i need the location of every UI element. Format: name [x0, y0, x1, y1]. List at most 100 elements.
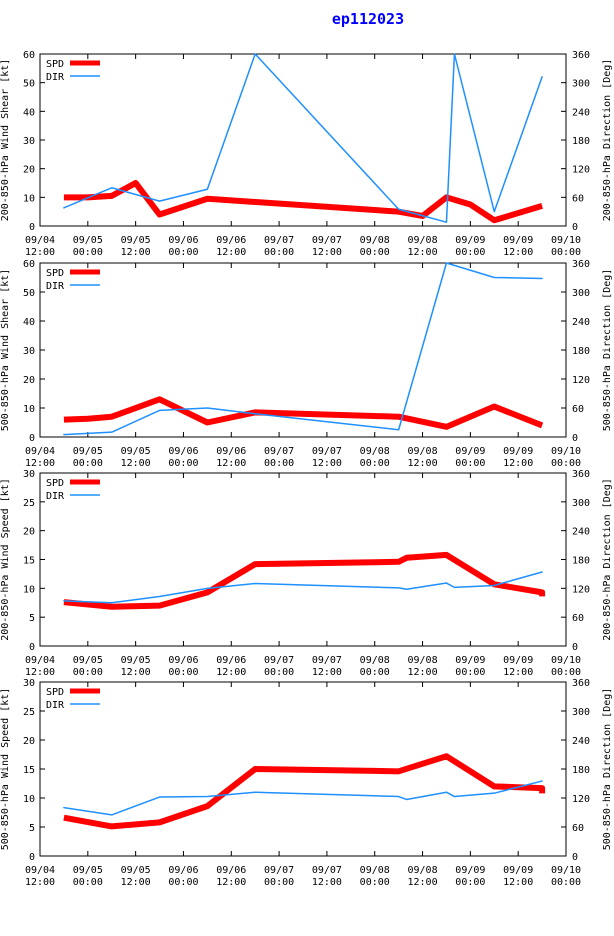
x-tick-time-label: 12:00	[121, 877, 151, 888]
x-tick-time-label: 12:00	[312, 458, 342, 469]
x-tick-date-label: 09/07	[264, 865, 294, 876]
x-tick-time-label: 12:00	[503, 877, 533, 888]
left-y-tick-label: 30	[23, 346, 35, 357]
right-y-tick-label: 180	[572, 556, 590, 567]
x-tick-time-label: 00:00	[551, 667, 581, 678]
x-tick-date-label: 09/07	[312, 865, 342, 876]
x-tick-time-label: 00:00	[73, 247, 103, 258]
x-tick-time-label: 12:00	[503, 458, 533, 469]
left-y-tick-label: 10	[23, 584, 35, 595]
left-y-tick-label: 15	[23, 556, 35, 567]
right-y-tick-label: 180	[572, 136, 590, 147]
right-y-tick-label: 120	[572, 584, 590, 595]
x-tick-date-label: 09/06	[168, 446, 198, 457]
x-tick-date-label: 09/05	[121, 865, 151, 876]
x-tick-date-label: 09/06	[216, 446, 246, 457]
left-y-tick-label: 40	[23, 317, 35, 328]
x-tick-date-label: 09/07	[312, 446, 342, 457]
right-y-tick-label: 60	[572, 823, 584, 834]
right-y-tick-label: 60	[572, 613, 584, 624]
x-tick-time-label: 12:00	[121, 247, 151, 258]
x-tick-time-label: 00:00	[455, 458, 485, 469]
x-tick-time-label: 12:00	[216, 877, 246, 888]
left-y-tick-label: 0	[29, 852, 35, 863]
chart-panel-4: 05101520253006012018024030036009/0412:00…	[0, 678, 613, 888]
left-y-tick-label: 20	[23, 165, 35, 176]
right-y-tick-label: 0	[572, 852, 578, 863]
x-tick-date-label: 09/05	[73, 865, 103, 876]
x-tick-date-label: 09/08	[360, 655, 390, 666]
left-y-tick-label: 30	[23, 136, 35, 147]
x-tick-date-label: 09/08	[360, 235, 390, 246]
x-tick-time-label: 00:00	[264, 667, 294, 678]
x-tick-time-label: 00:00	[168, 877, 198, 888]
x-tick-date-label: 09/08	[360, 865, 390, 876]
x-tick-date-label: 09/07	[264, 446, 294, 457]
x-tick-date-label: 09/06	[216, 865, 246, 876]
x-tick-date-label: 09/04	[25, 655, 55, 666]
x-tick-date-label: 09/08	[407, 446, 437, 457]
x-tick-time-label: 00:00	[73, 667, 103, 678]
left-y-tick-label: 0	[29, 222, 35, 233]
x-tick-time-label: 12:00	[121, 667, 151, 678]
x-tick-date-label: 09/06	[216, 655, 246, 666]
right-y-tick-label: 120	[572, 794, 590, 805]
right-y-tick-label: 360	[572, 259, 590, 270]
right-y-tick-label: 60	[572, 193, 584, 204]
x-tick-date-label: 09/10	[551, 865, 581, 876]
right-y-tick-label: 240	[572, 107, 590, 118]
left-axis-title: 200-850-hPa Wind Shear [kt]	[0, 59, 11, 222]
left-y-tick-label: 25	[23, 707, 35, 718]
dir-series-line	[63, 571, 543, 604]
x-tick-date-label: 09/10	[551, 446, 581, 457]
x-tick-date-label: 09/07	[264, 655, 294, 666]
x-tick-date-label: 09/08	[407, 865, 437, 876]
x-tick-time-label: 00:00	[360, 458, 390, 469]
x-tick-time-label: 12:00	[25, 247, 55, 258]
legend-label-dir: DIR	[46, 491, 65, 502]
x-tick-time-label: 00:00	[168, 667, 198, 678]
legend-label-dir: DIR	[46, 700, 65, 711]
x-tick-time-label: 12:00	[407, 458, 437, 469]
x-tick-date-label: 09/09	[503, 235, 533, 246]
x-tick-time-label: 12:00	[407, 877, 437, 888]
left-y-tick-label: 25	[23, 498, 35, 509]
plot-frame	[39, 472, 567, 647]
x-tick-date-label: 09/05	[73, 655, 103, 666]
x-tick-date-label: 09/04	[25, 446, 55, 457]
left-y-tick-label: 20	[23, 375, 35, 386]
x-tick-date-label: 09/08	[407, 235, 437, 246]
right-axis-title: 200-850-hPa Direction [Deg]	[602, 59, 613, 222]
left-y-tick-label: 50	[23, 79, 35, 90]
x-tick-date-label: 09/08	[407, 655, 437, 666]
x-tick-date-label: 09/05	[121, 655, 151, 666]
legend-label-spd: SPD	[46, 478, 64, 489]
x-tick-time-label: 12:00	[216, 247, 246, 258]
chart-panel-2: 010203040506006012018024030036009/0412:0…	[0, 259, 613, 469]
legend-label-spd: SPD	[46, 268, 64, 279]
right-axis-title: 200-850-hPa Direction [Deg]	[602, 478, 613, 641]
right-y-tick-label: 240	[572, 317, 590, 328]
x-tick-time-label: 12:00	[216, 667, 246, 678]
x-tick-time-label: 12:00	[25, 877, 55, 888]
left-y-tick-label: 60	[23, 259, 35, 270]
right-y-tick-label: 360	[572, 50, 590, 61]
x-tick-date-label: 09/09	[455, 865, 485, 876]
x-tick-date-label: 09/10	[551, 235, 581, 246]
left-y-tick-label: 5	[29, 823, 35, 834]
x-tick-time-label: 12:00	[407, 247, 437, 258]
left-y-tick-label: 50	[23, 288, 35, 299]
legend-label-spd: SPD	[46, 59, 64, 70]
right-y-tick-label: 240	[572, 736, 590, 747]
x-tick-time-label: 12:00	[503, 667, 533, 678]
spd-series-line	[63, 180, 543, 224]
x-tick-time-label: 00:00	[73, 877, 103, 888]
x-tick-date-label: 09/05	[121, 235, 151, 246]
left-y-tick-label: 10	[23, 794, 35, 805]
dir-series-line	[63, 780, 543, 816]
left-axis-title: 500-850-hPa Wind Speed [kt]	[0, 688, 11, 851]
x-tick-date-label: 09/09	[503, 446, 533, 457]
x-tick-time-label: 00:00	[168, 458, 198, 469]
spd-series-line	[63, 396, 544, 430]
